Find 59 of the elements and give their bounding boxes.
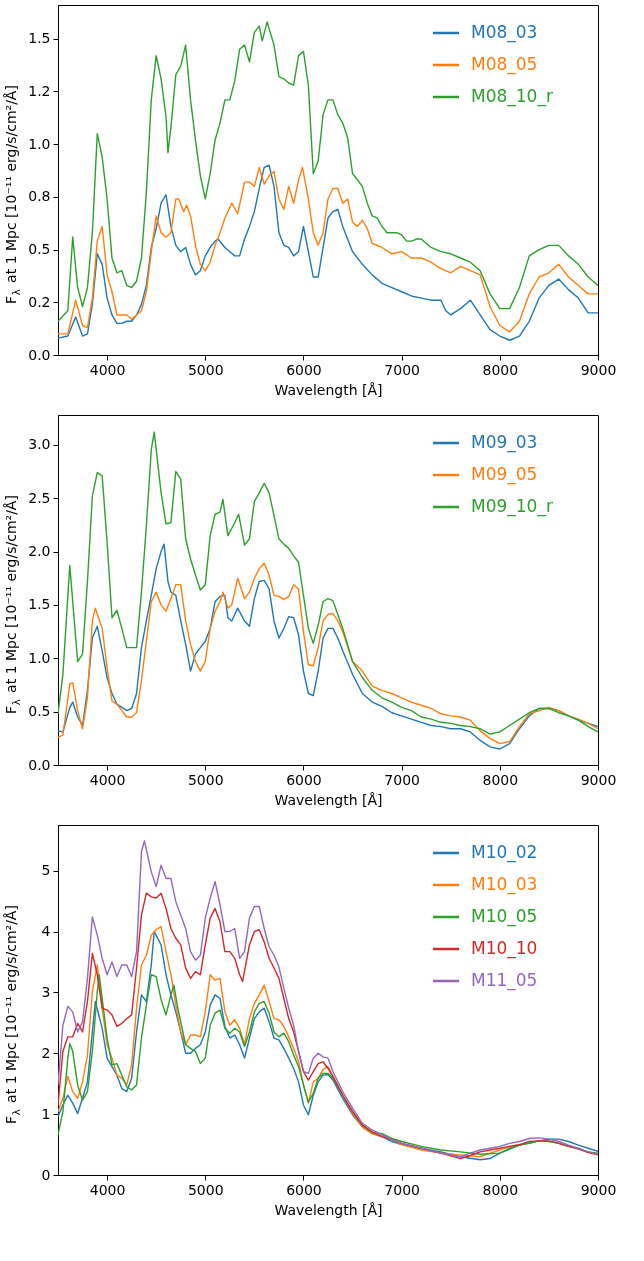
y-tick-label: 1.0 — [28, 135, 51, 152]
y-tick-label: 0.5 — [28, 241, 51, 258]
y-tick-label: 1.0 — [28, 649, 51, 666]
y-tick-label: 2 — [41, 1044, 51, 1061]
legend-label: M08_10_r — [471, 86, 553, 107]
x-tick-label: 9000 — [580, 1181, 617, 1198]
y-tick-label: 0.8 — [28, 188, 51, 205]
x-tick-label: 9000 — [580, 361, 617, 378]
x-axis-title: Wavelength [Å] — [274, 791, 383, 808]
x-axis-title: Wavelength [Å] — [274, 381, 383, 398]
x-tick-label: 6000 — [286, 361, 322, 378]
line-series — [58, 431, 598, 735]
y-tick-label: 1.5 — [28, 30, 51, 47]
line-series — [58, 21, 598, 322]
legend-label: M10_03 — [471, 874, 538, 895]
y-tick-label: 0.0 — [28, 346, 51, 363]
y-tick-label: 1 — [41, 1105, 51, 1122]
x-tick-label: 7000 — [384, 771, 420, 788]
x-tick-label: 7000 — [384, 1181, 420, 1198]
x-tick-label: 8000 — [482, 1181, 519, 1198]
y-axis-title: Fλ at 1 Mpc [10⁻¹¹ erg/s/cm²/Å] — [3, 905, 22, 1124]
y-tick-label: 0.2 — [28, 293, 51, 310]
y-tick-label: 3.0 — [28, 436, 51, 453]
legend-label: M11_05 — [471, 970, 538, 991]
legend-label: M10_10 — [471, 938, 538, 959]
y-tick-label: 0.5 — [28, 703, 51, 720]
legend-label: M08_05 — [471, 54, 538, 75]
x-tick-label: 7000 — [384, 361, 420, 378]
y-tick-label: 4 — [41, 923, 51, 940]
y-axis-title: Fλ at 1 Mpc [10⁻¹¹ erg/s/cm²/Å] — [3, 495, 22, 714]
x-tick-label: 4000 — [89, 771, 126, 788]
x-tick-label: 6000 — [286, 1181, 322, 1198]
y-tick-label: 1.2 — [28, 82, 51, 99]
y-tick-label: 1.5 — [28, 596, 51, 613]
y-axis-title: Fλ at 1 Mpc [10⁻¹¹ erg/s/cm²/Å] — [3, 85, 22, 304]
y-tick-label: 5 — [41, 862, 51, 879]
x-tick-label: 8000 — [482, 361, 519, 378]
x-tick-label: 5000 — [187, 1181, 224, 1198]
legend-label: M09_03 — [471, 432, 538, 453]
x-tick-label: 5000 — [187, 771, 224, 788]
y-tick-label: 0 — [41, 1166, 51, 1183]
x-tick-label: 5000 — [187, 361, 224, 378]
legend-label: M09_10_r — [471, 496, 553, 517]
legend-label: M10_05 — [471, 906, 538, 927]
x-tick-label: 8000 — [482, 771, 519, 788]
x-tick-label: 4000 — [89, 361, 126, 378]
legend-label: M08_03 — [471, 22, 538, 43]
line-series — [58, 974, 598, 1155]
y-tick-label: 2.0 — [28, 543, 51, 560]
x-tick-label: 4000 — [89, 1181, 126, 1198]
x-tick-label: 9000 — [580, 771, 617, 788]
legend-label: M09_05 — [471, 464, 538, 485]
line-series — [58, 840, 598, 1158]
x-tick-label: 6000 — [286, 771, 322, 788]
x-axis-title: Wavelength [Å] — [274, 1201, 383, 1218]
legend-label: M10_02 — [471, 842, 538, 863]
y-tick-label: 3 — [41, 983, 51, 1000]
y-tick-label: 0.0 — [28, 756, 51, 773]
y-tick-label: 2.5 — [28, 489, 51, 506]
